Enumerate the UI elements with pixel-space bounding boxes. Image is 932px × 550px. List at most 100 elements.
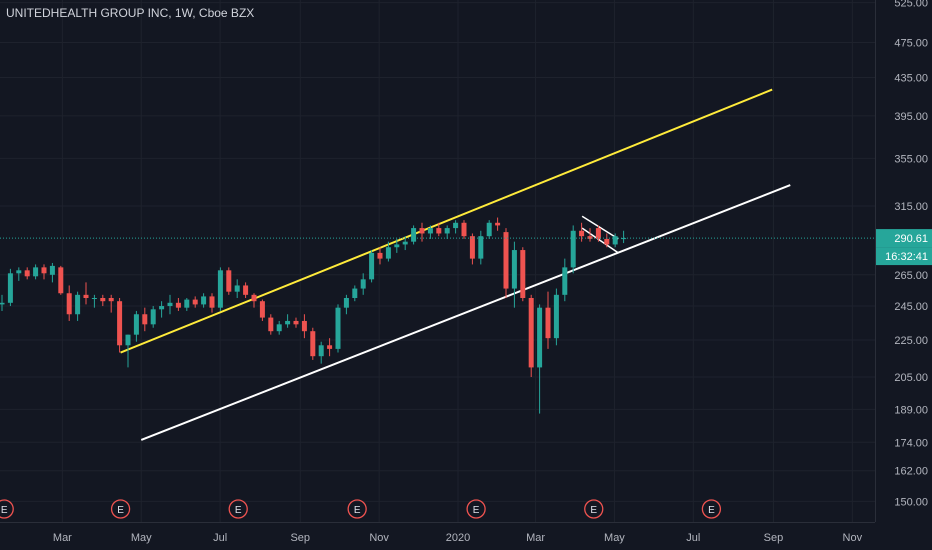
x-tick-label: Jul: [213, 532, 227, 544]
wedge-line[interactable]: [581, 215, 619, 240]
earnings-label: E: [354, 505, 361, 516]
candle: [142, 307, 148, 332]
candle-body: [133, 314, 139, 335]
candle-body: [33, 267, 39, 277]
candle-body: [285, 320, 291, 325]
candle-body: [310, 331, 316, 357]
candle: [377, 247, 383, 265]
y-tick-label: 205.00: [894, 372, 928, 384]
x-tick-label: Jul: [686, 532, 700, 544]
candle: [318, 341, 324, 364]
candle-body: [377, 252, 383, 259]
candle: [604, 233, 610, 248]
y-tick-label: 525.00: [894, 0, 928, 10]
y-tick-label: 435.00: [894, 73, 928, 85]
x-tick-label: Sep: [290, 532, 310, 544]
earnings-marker[interactable]: E: [347, 499, 367, 519]
candle-body: [528, 298, 534, 368]
earnings-label: E: [117, 505, 124, 516]
candle-body: [545, 307, 551, 339]
candle-body: [192, 299, 198, 305]
lower-trendline[interactable]: [140, 184, 791, 441]
candle: [243, 282, 249, 299]
y-tick-label: 150.00: [894, 496, 928, 508]
candle-body: [234, 285, 240, 292]
candle: [579, 222, 585, 242]
candle: [570, 225, 576, 274]
countdown-badge: [876, 247, 932, 266]
candle: [83, 282, 89, 305]
candle: [595, 225, 601, 242]
earnings-label: E: [235, 505, 242, 516]
candle: [486, 220, 492, 239]
upper-trendline[interactable]: [120, 88, 773, 354]
y-axis-panel[interactable]: [875, 0, 932, 550]
candle-body: [537, 307, 543, 368]
candle-body: [570, 230, 576, 268]
x-tick-label: Nov: [369, 532, 389, 544]
candle-body: [411, 228, 417, 242]
candle-body: [352, 288, 358, 299]
candle: [411, 225, 417, 245]
candle-body: [436, 228, 442, 234]
candle-body: [553, 294, 559, 339]
candle: [75, 291, 81, 321]
candle: [528, 294, 534, 377]
x-tick-label: Mar: [53, 532, 72, 544]
candle: [217, 267, 223, 311]
candle-body: [478, 236, 484, 259]
candle-body: [159, 306, 165, 310]
candle-body: [100, 298, 106, 302]
candle-body: [7, 273, 13, 303]
earnings-marker[interactable]: E: [701, 499, 722, 519]
candle: [537, 304, 543, 414]
candle-body: [209, 296, 215, 308]
x-tick-label: Nov: [843, 532, 863, 544]
earnings-marker[interactable]: E: [466, 499, 486, 519]
candle-body: [49, 265, 55, 275]
candle-body: [75, 294, 81, 315]
y-tick-label: 315.00: [894, 201, 928, 213]
candle: [621, 230, 627, 244]
candle-body: [402, 241, 408, 245]
candle: [385, 241, 391, 262]
candle: [276, 320, 282, 335]
candle: [453, 220, 459, 234]
y-tick-label: 225.00: [894, 335, 928, 347]
candle-body: [259, 301, 265, 318]
candle-body: [369, 252, 375, 280]
y-tick-label: 174.00: [894, 437, 928, 449]
candle: [167, 294, 173, 315]
wedge-line[interactable]: [581, 227, 619, 254]
candle: [419, 222, 425, 242]
candle-body: [621, 238, 627, 240]
candle-body: [343, 298, 349, 308]
candle-body: [444, 228, 450, 234]
candle: [159, 301, 165, 318]
x-axis-panel[interactable]: [0, 522, 875, 550]
candle: [612, 233, 618, 248]
current-price-badge: [876, 229, 932, 248]
earnings-marker[interactable]: E: [0, 499, 14, 519]
y-tick-label: 475.00: [894, 37, 928, 49]
candle-body: [108, 298, 114, 302]
candle: [436, 222, 442, 237]
candle: [520, 247, 526, 302]
candle-body: [83, 294, 89, 299]
candle-body: [201, 296, 207, 305]
candle: [545, 291, 551, 349]
candle: [41, 264, 47, 280]
candle: [285, 314, 291, 328]
earnings-marker[interactable]: E: [584, 499, 604, 519]
candle-body: [394, 244, 400, 248]
candle: [503, 228, 509, 299]
earnings-marker[interactable]: E: [110, 499, 131, 519]
candle: [251, 293, 257, 308]
earnings-label: E: [473, 505, 480, 516]
grid: [0, 0, 875, 522]
candle-body: [167, 302, 173, 307]
candle: [259, 299, 265, 321]
countdown-label: 16:32:41: [885, 251, 928, 263]
earnings-marker[interactable]: E: [228, 499, 248, 519]
